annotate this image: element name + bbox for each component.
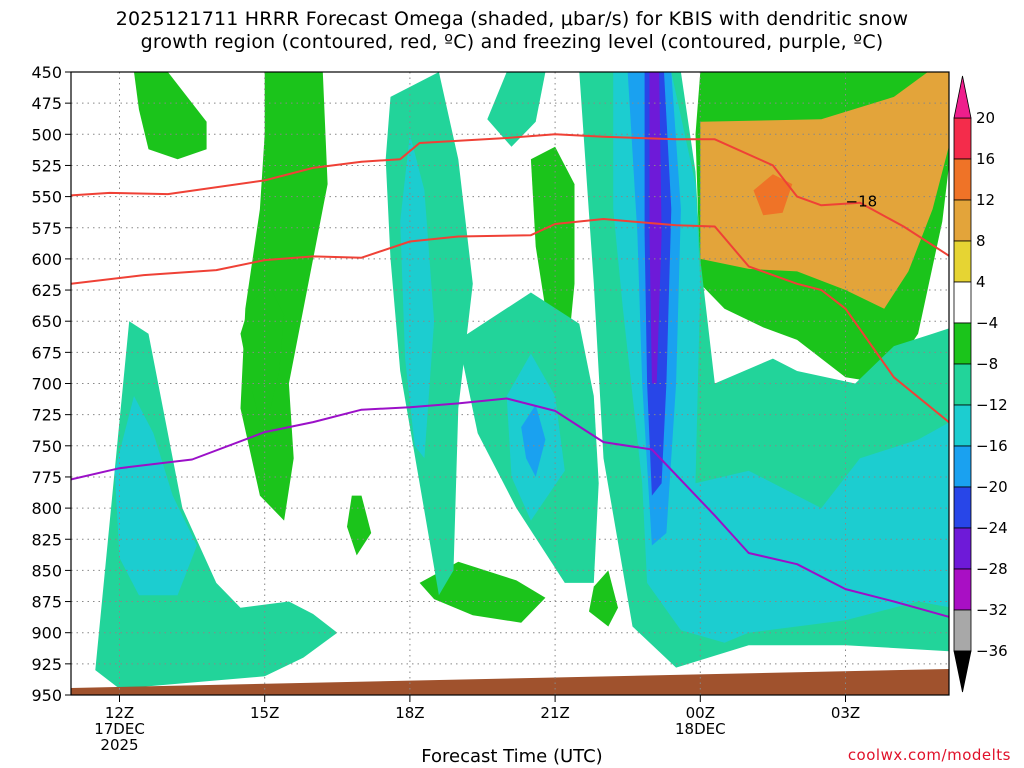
omega-region [240,72,328,521]
omega-region [700,72,949,309]
colorbar-bin [953,117,972,160]
colorbar-bin [953,609,972,652]
omega-region [95,321,338,689]
colorbar-bin [953,240,972,283]
colorbar-bin [953,568,972,611]
colorbar-label: 16 [976,150,995,168]
credit-link[interactable]: coolwx.com/modelts [847,746,1011,764]
colorbar-bin [953,322,972,365]
y-tick-label: 925 [31,655,62,674]
colorbar-label: −16 [976,437,1008,455]
colorbar-over-arrow [953,75,972,119]
colorbar-label: −32 [976,601,1008,619]
omega-region [114,396,197,596]
y-tick-label: 875 [31,593,62,612]
chart-title: 2025121711 HRRR Forecast Omega (shaded, … [0,8,1024,54]
colorbar-label: −36 [976,642,1008,660]
x-tick-label: 15Z [250,704,279,722]
omega-region [240,286,285,421]
y-tick-label: 550 [31,188,62,207]
y-tick-label: 950 [31,686,62,705]
y-tick-label: 725 [31,406,62,425]
omega-shading [95,72,949,689]
colorbar-bin [953,158,972,201]
y-tick-label: 750 [31,437,62,456]
y-tick-label: 475 [31,94,62,113]
x-tick-label: 21Z [540,704,569,722]
y-tick-label: 650 [31,312,62,331]
y-tick-label: 800 [31,499,62,518]
y-tick-label: 825 [31,530,62,549]
omega-region [589,570,618,627]
colorbar-bin [953,363,972,406]
x-tick-label: 18Z [395,704,424,722]
y-tick-label: 500 [31,125,62,144]
colorbar-label: −20 [976,478,1008,496]
colorbar-under-arrow [953,650,972,693]
ground-terrain [71,669,949,695]
omega-region [613,72,949,643]
y-tick-label: 450 [31,63,62,82]
y-tick-label: 900 [31,624,62,643]
y-tick-label: 700 [31,375,62,394]
omega-region [753,174,793,216]
contour-lines [71,133,949,618]
y-tick-label: 600 [31,250,62,269]
omega-region [521,404,546,477]
colorbar-bin [953,445,972,488]
x-tick-label: 00Z [686,704,715,722]
colorbar-label: −28 [976,560,1008,578]
colorbar-label: 12 [976,191,995,209]
omega-region [134,72,207,160]
omega-region [419,561,546,623]
colorbar-label: −8 [976,355,998,373]
y-tick-label: 775 [31,468,62,487]
x-tick-label: 03Z [831,704,860,722]
dgz-contour-line [71,133,949,257]
y-tick-label: 675 [31,343,62,362]
colorbar: 20 16 12 8 4 −4 −8 −12 −16 −20 −24 −28 −32 −36 [953,75,1008,693]
freezing-level-line [71,397,949,618]
colorbar-label: 4 [976,273,986,291]
x-tick-label: 18DEC [675,720,726,738]
colorbar-bin [953,404,972,447]
colorbar-bin [953,199,972,242]
terrain [71,669,949,695]
omega-region [487,72,546,147]
colorbar-label: −24 [976,519,1008,537]
colorbar-label: −12 [976,396,1008,414]
y-tick-label: 850 [31,561,62,580]
y-axis: 450 475 500 525 550 575 600 625 650 675 700 725 750 7… [31,63,71,705]
y-tick-label: 575 [31,219,62,238]
x-tick-label: 2025 [100,736,138,754]
dgz-contour-line [71,218,949,424]
grid [71,72,949,695]
colorbar-label: −4 [976,314,998,332]
omega-region [649,72,662,384]
colorbar-bin [953,486,972,529]
omega-region [347,495,372,556]
y-tick-label: 525 [31,156,62,175]
colorbar-bin [953,281,972,324]
y-tick-label: 625 [31,281,62,300]
omega-region [400,134,435,459]
colorbar-label: 20 [976,109,995,127]
colorbar-label: 8 [976,232,986,250]
title-line-1: 2025121711 HRRR Forecast Omega (shaded, … [115,8,909,30]
x-axis-title: Forecast Time (UTC) [421,746,603,767]
contour-label: −18 [846,193,878,211]
x-tick-label: 17DEC [94,720,145,738]
title-line-2: growth region (contoured, red, ºC) and f… [140,31,884,53]
colorbar-bin [953,527,972,570]
x-tick-label: 12Z [105,704,134,722]
